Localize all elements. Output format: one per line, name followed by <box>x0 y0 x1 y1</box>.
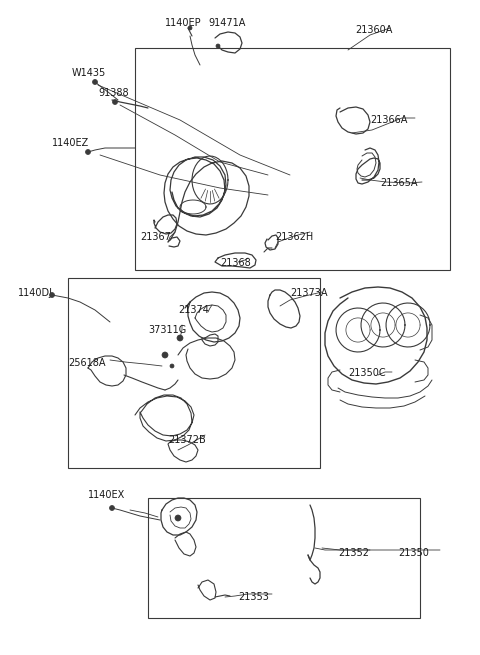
Text: 37311G: 37311G <box>148 325 186 335</box>
Text: 25618A: 25618A <box>68 358 106 368</box>
Circle shape <box>170 364 174 368</box>
Text: 1140EZ: 1140EZ <box>52 138 89 148</box>
Circle shape <box>109 506 115 510</box>
Text: 21362H: 21362H <box>275 232 313 242</box>
Text: 21368: 21368 <box>220 258 251 268</box>
Text: 91471A: 91471A <box>208 18 245 28</box>
Text: 21352: 21352 <box>338 548 369 558</box>
Circle shape <box>216 44 220 48</box>
Text: 21374: 21374 <box>178 305 209 315</box>
Text: 91388: 91388 <box>98 88 129 98</box>
Circle shape <box>93 79 97 84</box>
Circle shape <box>112 100 118 105</box>
Text: 1140EX: 1140EX <box>88 490 125 500</box>
Circle shape <box>162 352 168 358</box>
Text: 21373A: 21373A <box>290 288 327 298</box>
Circle shape <box>85 149 91 155</box>
Text: 21366A: 21366A <box>370 115 408 125</box>
Text: 21372B: 21372B <box>168 435 206 445</box>
Bar <box>68 278 320 468</box>
Text: 1140EP: 1140EP <box>165 18 202 28</box>
Text: 21350: 21350 <box>398 548 429 558</box>
Circle shape <box>177 335 183 341</box>
Text: 21353: 21353 <box>238 592 269 602</box>
Circle shape <box>49 293 55 297</box>
Text: 21365A: 21365A <box>380 178 418 188</box>
Text: 21350C: 21350C <box>348 368 385 378</box>
Text: 21360A: 21360A <box>355 25 392 35</box>
Text: 21367: 21367 <box>140 232 171 242</box>
Text: 1140DJ: 1140DJ <box>18 288 53 298</box>
Bar <box>135 48 450 270</box>
Circle shape <box>188 26 192 30</box>
Text: W1435: W1435 <box>72 68 106 78</box>
Circle shape <box>175 515 181 521</box>
Bar <box>148 498 420 618</box>
